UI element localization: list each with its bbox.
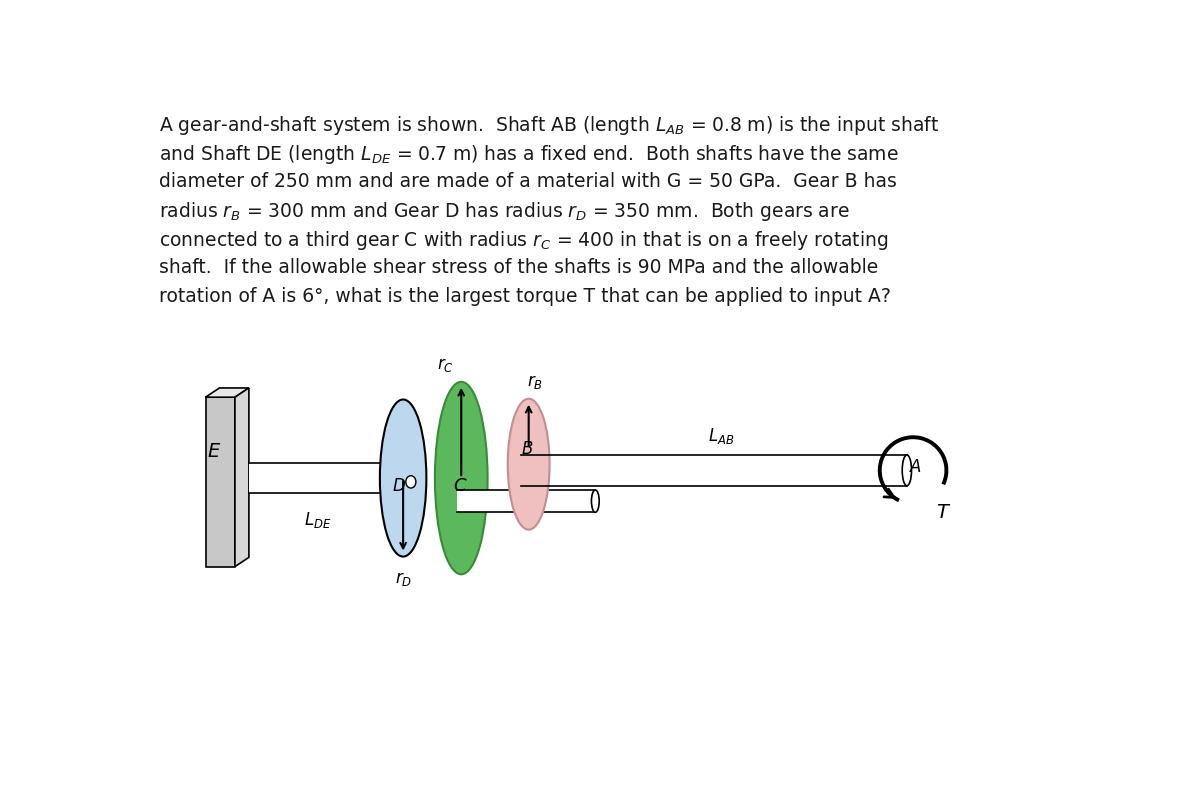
Text: rotation of A is 6°, what is the largest torque T that can be applied to input A: rotation of A is 6°, what is the largest… (159, 287, 891, 306)
Polygon shape (457, 490, 595, 513)
Ellipse shape (380, 400, 427, 557)
Ellipse shape (592, 490, 599, 513)
Polygon shape (205, 397, 235, 566)
Polygon shape (205, 388, 249, 397)
Text: D: D (393, 477, 404, 495)
Text: $L_{DE}$: $L_{DE}$ (304, 510, 332, 530)
Ellipse shape (435, 382, 488, 574)
Text: E: E (208, 441, 219, 461)
Text: $r_C$: $r_C$ (437, 356, 454, 374)
Ellipse shape (902, 455, 911, 485)
Polygon shape (249, 463, 403, 493)
Text: A gear-and-shaft system is shown.  Shaft AB (length $L_{AB}$ = 0.8 m) is the inp: A gear-and-shaft system is shown. Shaft … (159, 114, 938, 137)
Text: shaft.  If the allowable shear stress of the shafts is 90 MPa and the allowable: shaft. If the allowable shear stress of … (159, 258, 878, 277)
Text: A: A (910, 458, 921, 477)
Text: $L_{AB}$: $L_{AB}$ (707, 425, 735, 445)
Text: $T$: $T$ (936, 504, 951, 522)
Ellipse shape (406, 476, 416, 488)
Text: diameter of 250 mm and are made of a material with G = 50 GPa.  Gear B has: diameter of 250 mm and are made of a mat… (159, 171, 897, 191)
Text: C: C (454, 477, 466, 495)
Text: $r_D$: $r_D$ (395, 570, 411, 589)
Polygon shape (521, 455, 907, 485)
Text: $r_B$: $r_B$ (527, 373, 542, 391)
Text: B: B (521, 440, 533, 458)
Polygon shape (235, 388, 249, 566)
Ellipse shape (508, 399, 549, 529)
Text: and Shaft DE (length $L_{DE}$ = 0.7 m) has a fixed end.  Both shafts have the sa: and Shaft DE (length $L_{DE}$ = 0.7 m) h… (159, 143, 898, 166)
Text: connected to a third gear C with radius $r_C$ = 400 in that is on a freely rotat: connected to a third gear C with radius … (159, 229, 889, 252)
Text: radius $r_B$ = 300 mm and Gear D has radius $r_D$ = 350 mm.  Both gears are: radius $r_B$ = 300 mm and Gear D has rad… (159, 200, 850, 223)
